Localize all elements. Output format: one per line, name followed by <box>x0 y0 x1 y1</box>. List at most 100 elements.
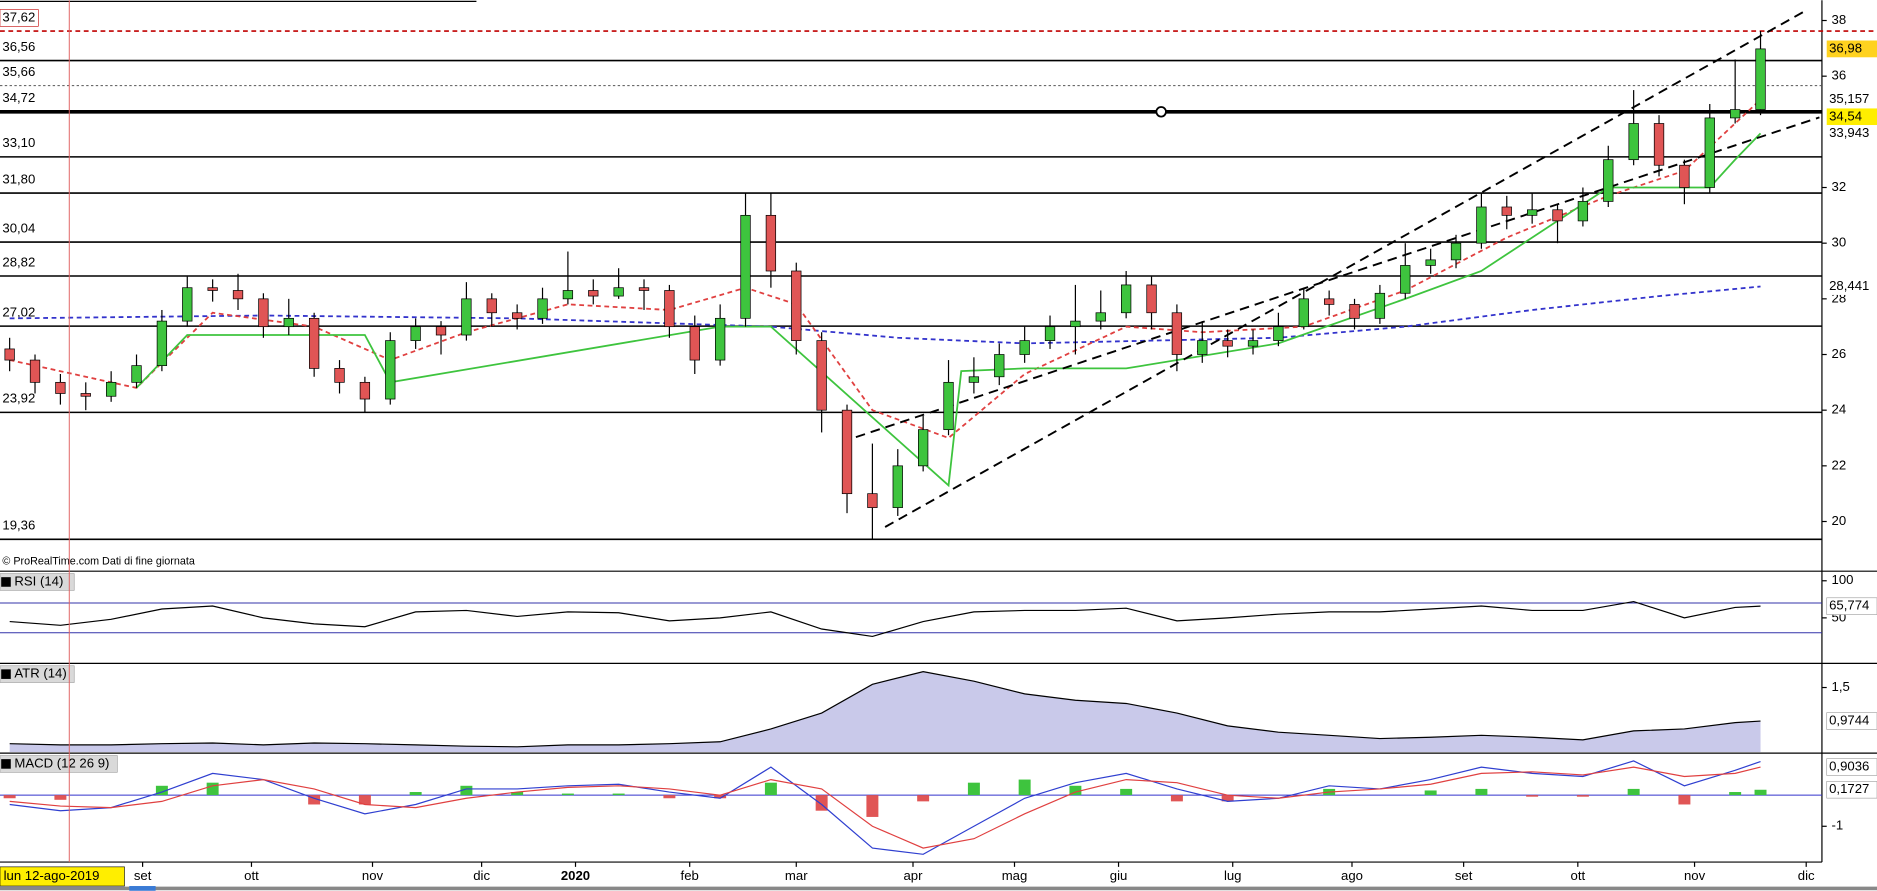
candle-body <box>29 359 41 383</box>
candle-body <box>791 270 802 341</box>
candle-body <box>385 340 396 400</box>
histogram-bar <box>1475 788 1488 796</box>
candle-body <box>1577 201 1589 222</box>
candle-body <box>1095 312 1106 322</box>
candle-body <box>1400 265 1411 294</box>
last-label: 65,774 <box>1829 598 1869 613</box>
level-label: 30,04 <box>2 220 35 235</box>
x-tick-label: apr <box>903 868 923 883</box>
level-label: 19,36 <box>2 518 35 533</box>
panel-title: MACD (12 26 9) <box>14 755 109 770</box>
indicator-line <box>9 766 1761 849</box>
x-tick-label: set <box>134 868 152 883</box>
candle-body <box>740 214 751 319</box>
panel-title-swatch <box>1 759 11 769</box>
price-label: 33,943 <box>1829 125 1869 140</box>
candle-body <box>55 381 66 394</box>
candle-body <box>1653 123 1665 166</box>
x-tick-label: 2020 <box>561 868 590 883</box>
candle-body <box>588 290 599 297</box>
cursor-label-bg <box>0 866 125 887</box>
histogram-bar <box>612 793 625 796</box>
last-label-bg <box>1826 758 1877 776</box>
candle-body <box>1298 298 1309 328</box>
level-label: 34,72 <box>2 90 35 105</box>
candle-body <box>461 298 472 336</box>
candle-body <box>1425 259 1436 266</box>
candle-body <box>131 365 142 383</box>
candle-body <box>613 287 624 297</box>
y-tick-label: 32 <box>1832 179 1847 194</box>
candle-body <box>334 368 345 383</box>
candle-body <box>1044 326 1056 341</box>
x-tick-label: feb <box>681 868 699 883</box>
candle-body <box>841 409 853 495</box>
x-tick-label: lug <box>1224 868 1242 883</box>
last-label-bg <box>1826 781 1877 799</box>
candle-body <box>1450 242 1462 261</box>
histogram-bar <box>206 782 219 796</box>
candle-body <box>511 312 523 319</box>
candle-body <box>867 493 878 508</box>
histogram-bar <box>308 795 321 805</box>
panel-title-swatch <box>1 577 11 587</box>
candle-body <box>1603 159 1614 202</box>
x-tick-label: ott <box>1571 868 1586 883</box>
panel-title-swatch <box>1 669 11 679</box>
histogram-bar <box>358 795 371 805</box>
price-label: 36,98 <box>1829 40 1862 55</box>
price-label: 28,441 <box>1829 278 1869 293</box>
candle-body <box>1730 109 1741 119</box>
level-label-bg <box>0 304 39 322</box>
candle-body <box>182 287 193 322</box>
x-tick-label: ago <box>1341 868 1363 883</box>
histogram-bar <box>1120 788 1133 796</box>
indicator-line <box>9 760 1761 855</box>
candle-body <box>1070 320 1081 328</box>
price-label-bg <box>1826 278 1877 295</box>
candle-body <box>410 326 421 341</box>
histogram-bar <box>1576 795 1589 797</box>
candle-body <box>537 298 548 319</box>
candle-body <box>1222 340 1233 347</box>
candle-body <box>4 348 15 361</box>
candle-body <box>1704 117 1715 188</box>
x-tick-label: giu <box>1110 868 1128 883</box>
level-label-bg <box>0 64 39 81</box>
panel-title: ATR (14) <box>14 666 66 681</box>
level-label-bg <box>0 90 39 108</box>
candle-body <box>562 290 574 300</box>
histogram-bar <box>54 795 67 800</box>
cursor-label: lun 12-ago-2019 <box>4 868 100 883</box>
level-label-bg <box>0 220 39 238</box>
panel-title-bg <box>0 573 75 591</box>
last-label-bg <box>1826 597 1877 615</box>
candle-body <box>207 287 218 291</box>
candle-body <box>1679 164 1690 188</box>
y-tick-label: 24 <box>1832 402 1847 417</box>
candle-body <box>664 290 675 328</box>
overlay-line <box>9 99 1762 439</box>
y-tick-label: 20 <box>1832 513 1847 528</box>
candle-body <box>486 298 497 314</box>
panel-title-bg <box>0 755 118 773</box>
histogram-bar <box>1221 795 1234 802</box>
candle-body <box>435 326 447 336</box>
level-label-bg <box>0 135 39 153</box>
y-tick-label: 36 <box>1832 68 1847 83</box>
candle-body <box>892 465 903 508</box>
scrollbar-thumb <box>129 886 156 891</box>
candle-body <box>1324 298 1335 305</box>
x-tick-label: dic <box>473 868 490 883</box>
level-label: 37,62 <box>2 9 35 24</box>
histogram-bar <box>1018 779 1031 796</box>
histogram-bar <box>1069 785 1082 796</box>
level-label-bg <box>0 254 39 272</box>
y-tick-label: -1 <box>1832 818 1844 833</box>
candle-body <box>1374 292 1386 319</box>
indicator-line <box>9 671 1761 748</box>
y-tick-label: 38 <box>1832 12 1847 27</box>
histogram-bar <box>511 792 524 796</box>
price-label-bg <box>1826 125 1877 142</box>
